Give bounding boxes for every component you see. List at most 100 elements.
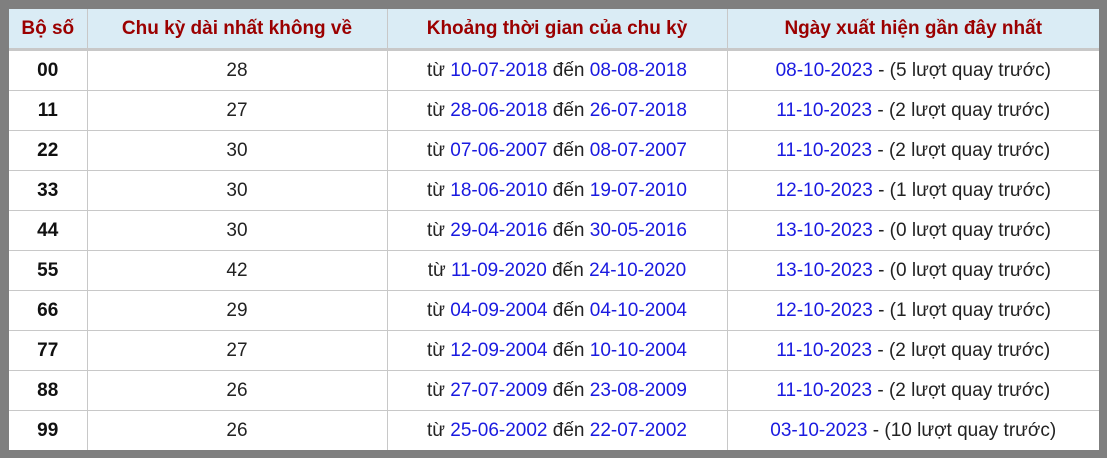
to-label: đến [552, 259, 584, 281]
period-cell: từ 04-09-2004 đến 04-10-2004 [387, 290, 728, 331]
last-seen-cell: 11-10-2023 - (2 lượt quay trước) [727, 130, 1099, 171]
period-cell: từ 25-06-2002 đến 22-07-2002 [387, 410, 728, 450]
start-date: 04-09-2004 [450, 299, 548, 321]
ago-text: - (0 lượt quay trước) [872, 259, 1051, 281]
last-seen-cell: 11-10-2023 - (2 lượt quay trước) [727, 330, 1099, 371]
last-seen-cell: 13-10-2023 - (0 lượt quay trước) [727, 210, 1099, 251]
last-seen-date: 08-10-2023 [775, 59, 873, 81]
last-seen-date: 11-10-2023 [776, 379, 873, 401]
to-label: đến [552, 99, 585, 121]
end-date: 30-05-2016 [589, 219, 687, 241]
pair-cell: 88 [9, 370, 88, 411]
from-label: từ [427, 59, 446, 81]
from-label: từ [427, 299, 446, 321]
ago-text: - (2 lượt quay trước) [872, 139, 1051, 161]
table-row: 00 28 từ 10-07-2018 đến 08-08-2018 08-10… [9, 49, 1099, 91]
stats-table-container: Bộ số Chu kỳ dài nhất không về Khoảng th… [9, 9, 1099, 450]
table-row: 88 26 từ 27-07-2009 đến 23-08-2009 11-10… [9, 370, 1099, 411]
cycle-cell: 27 [87, 90, 388, 131]
end-date: 10-10-2004 [589, 339, 687, 361]
from-label: từ [427, 99, 446, 121]
table-row: 66 29 từ 04-09-2004 đến 04-10-2004 12-10… [9, 290, 1099, 331]
from-label: từ [427, 419, 446, 441]
table-row: 77 27 từ 12-09-2004 đến 10-10-2004 11-10… [9, 330, 1099, 371]
cycle-cell: 27 [87, 330, 388, 371]
last-seen-date: 12-10-2023 [775, 179, 873, 201]
from-label: từ [427, 139, 446, 161]
period-cell: từ 27-07-2009 đến 23-08-2009 [387, 370, 728, 411]
to-label: đến [552, 339, 585, 361]
period-cell: từ 07-06-2007 đến 08-07-2007 [387, 130, 728, 171]
start-date: 18-06-2010 [450, 179, 548, 201]
start-date: 29-04-2016 [450, 219, 548, 241]
end-date: 24-10-2020 [589, 259, 687, 281]
from-label: từ [427, 179, 446, 201]
to-label: đến [552, 139, 585, 161]
header-last-seen: Ngày xuất hiện gần đây nhất [727, 9, 1099, 51]
to-label: đến [552, 299, 585, 321]
last-seen-date: 12-10-2023 [775, 299, 873, 321]
from-label: từ [427, 259, 446, 281]
last-seen-cell: 03-10-2023 - (10 lượt quay trước) [727, 411, 1099, 451]
last-seen-cell: 08-10-2023 - (5 lượt quay trước) [727, 49, 1099, 91]
cycle-cell: 42 [87, 250, 388, 291]
cycle-cell: 29 [87, 290, 388, 331]
from-label: từ [427, 219, 446, 241]
table-row: 22 30 từ 07-06-2007 đến 08-07-2007 11-10… [9, 130, 1099, 171]
end-date: 22-07-2002 [589, 419, 687, 441]
table-row: 44 30 từ 29-04-2016 đến 30-05-2016 13-10… [9, 210, 1099, 251]
header-cycle: Chu kỳ dài nhất không về [87, 9, 388, 51]
to-label: đến [552, 379, 585, 401]
start-date: 28-06-2018 [450, 99, 548, 121]
pair-cell: 77 [9, 330, 88, 371]
cycle-cell: 30 [87, 170, 388, 211]
end-date: 26-07-2018 [589, 99, 687, 121]
pair-cell: 44 [9, 210, 88, 251]
period-cell: từ 10-07-2018 đến 08-08-2018 [387, 49, 728, 91]
cycle-cell: 26 [87, 410, 388, 450]
table-row: 33 30 từ 18-06-2010 đến 19-07-2010 12-10… [9, 170, 1099, 211]
from-label: từ [427, 379, 446, 401]
period-cell: từ 28-06-2018 đến 26-07-2018 [387, 90, 728, 131]
pair-cell: 00 [9, 49, 88, 91]
period-cell: từ 29-04-2016 đến 30-05-2016 [387, 210, 728, 251]
ago-text: - (1 lượt quay trước) [872, 179, 1051, 201]
cycle-cell: 30 [87, 210, 388, 251]
to-label: đến [552, 219, 585, 241]
last-seen-date: 13-10-2023 [775, 219, 873, 241]
ago-text: - (1 lượt quay trước) [872, 299, 1051, 321]
last-seen-date: 03-10-2023 [770, 419, 868, 441]
end-date: 23-08-2009 [589, 379, 687, 401]
ago-text: - (2 lượt quay trước) [872, 339, 1051, 361]
ago-text: - (2 lượt quay trước) [872, 99, 1051, 121]
cycle-cell: 26 [87, 370, 388, 411]
last-seen-cell: 11-10-2023 - (2 lượt quay trước) [727, 370, 1099, 411]
from-label: từ [427, 339, 446, 361]
last-seen-date: 11-10-2023 [776, 139, 873, 161]
header-period: Khoảng thời gian của chu kỳ [387, 9, 728, 51]
ago-text: - (5 lượt quay trước) [872, 59, 1051, 81]
start-date: 12-09-2004 [450, 339, 548, 361]
period-cell: từ 18-06-2010 đến 19-07-2010 [387, 170, 728, 211]
to-label: đến [552, 59, 585, 81]
last-seen-cell: 12-10-2023 - (1 lượt quay trước) [727, 170, 1099, 211]
start-date: 25-06-2002 [450, 419, 548, 441]
cycle-cell: 30 [87, 130, 388, 171]
last-seen-date: 11-10-2023 [776, 339, 873, 361]
header-pair: Bộ số [9, 9, 88, 51]
last-seen-cell: 11-10-2023 - (2 lượt quay trước) [727, 90, 1099, 131]
to-label: đến [552, 179, 585, 201]
longest-cycle-table: Bộ số Chu kỳ dài nhất không về Khoảng th… [9, 9, 1099, 450]
pair-cell: 33 [9, 170, 88, 211]
last-seen-cell: 13-10-2023 - (0 lượt quay trước) [727, 250, 1099, 291]
pair-cell: 66 [9, 290, 88, 331]
end-date: 19-07-2010 [589, 179, 687, 201]
table-row: 99 26 từ 25-06-2002 đến 22-07-2002 03-10… [9, 410, 1099, 451]
last-seen-cell: 12-10-2023 - (1 lượt quay trước) [727, 290, 1099, 331]
start-date: 11-09-2020 [451, 259, 547, 281]
ago-text: - (10 lượt quay trước) [867, 419, 1057, 441]
pair-cell: 22 [9, 130, 88, 171]
table-row: 55 42 từ 11-09-2020 đến 24-10-2020 13-10… [9, 250, 1099, 291]
end-date: 08-07-2007 [589, 139, 687, 161]
start-date: 07-06-2007 [450, 139, 548, 161]
